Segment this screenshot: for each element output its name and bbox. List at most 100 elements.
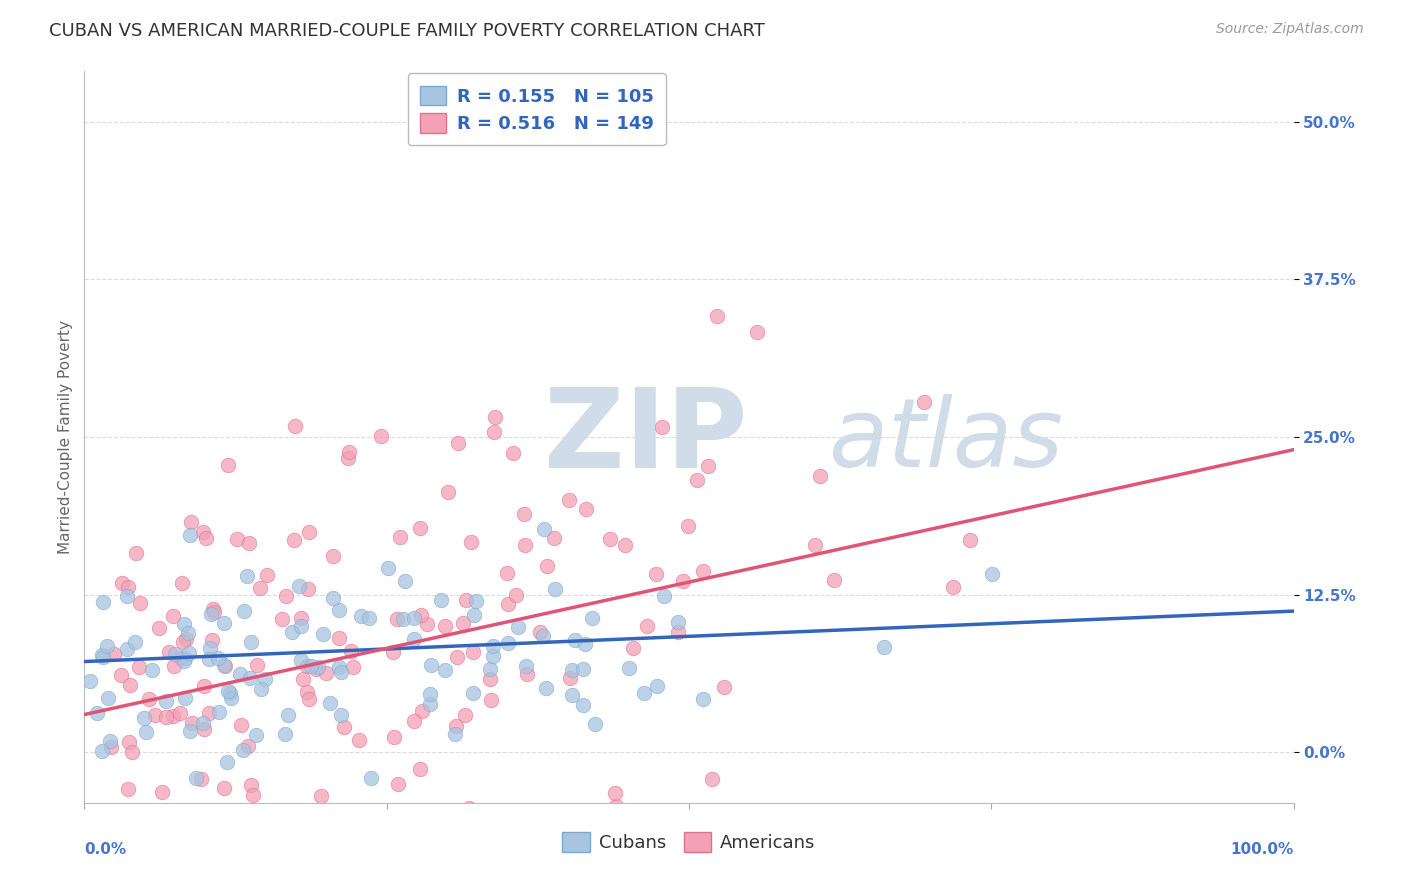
Point <box>290 610 312 624</box>
Point <box>360 771 382 785</box>
Point <box>482 639 505 653</box>
Point <box>181 808 204 822</box>
Point <box>117 589 139 603</box>
Point <box>162 708 184 723</box>
Point <box>193 808 215 822</box>
Legend: Cubans, Americans: Cubans, Americans <box>555 825 823 860</box>
Point <box>104 808 127 822</box>
Point <box>173 654 195 668</box>
Point <box>184 771 207 785</box>
Point <box>583 716 606 731</box>
Point <box>86 706 108 720</box>
Point <box>322 591 344 606</box>
Point <box>484 410 506 425</box>
Point <box>561 689 583 703</box>
Point <box>239 808 262 822</box>
Point <box>329 665 352 679</box>
Point <box>617 661 640 675</box>
Point <box>419 697 441 711</box>
Point <box>207 650 229 665</box>
Point <box>676 518 699 533</box>
Point <box>543 532 565 546</box>
Y-axis label: Married-Couple Family Poverty: Married-Couple Family Poverty <box>58 320 73 554</box>
Point <box>408 521 430 535</box>
Point <box>191 525 214 540</box>
Point <box>382 645 405 659</box>
Point <box>162 608 184 623</box>
Point <box>330 708 353 723</box>
Point <box>942 580 965 594</box>
Point <box>138 691 160 706</box>
Point <box>479 662 502 676</box>
Point <box>79 674 101 689</box>
Point <box>534 681 557 695</box>
Point <box>276 808 298 822</box>
Point <box>277 707 299 722</box>
Point <box>274 727 297 741</box>
Point <box>163 659 186 673</box>
Point <box>250 681 273 696</box>
Point <box>214 781 236 796</box>
Point <box>572 662 595 676</box>
Point <box>143 708 166 723</box>
Point <box>169 706 191 720</box>
Point <box>433 618 456 632</box>
Point <box>516 666 538 681</box>
Point <box>392 611 415 625</box>
Point <box>198 652 221 666</box>
Point <box>124 635 146 649</box>
Point <box>280 624 302 639</box>
Point <box>174 651 197 665</box>
Point <box>239 671 262 685</box>
Point <box>238 536 260 550</box>
Text: 100.0%: 100.0% <box>1230 842 1294 856</box>
Point <box>299 659 322 673</box>
Point <box>636 619 658 633</box>
Point <box>605 798 627 813</box>
Point <box>328 603 350 617</box>
Point <box>273 808 295 822</box>
Point <box>110 668 132 682</box>
Point <box>328 631 350 645</box>
Point <box>347 733 370 747</box>
Point <box>157 644 180 658</box>
Point <box>305 662 328 676</box>
Point <box>434 663 457 677</box>
Point <box>479 692 502 706</box>
Point <box>240 635 263 649</box>
Point <box>437 485 460 500</box>
Point <box>558 493 581 508</box>
Point <box>208 705 231 719</box>
Point <box>215 755 238 769</box>
Point <box>288 579 311 593</box>
Point <box>572 698 595 713</box>
Point <box>456 592 478 607</box>
Point <box>276 590 298 604</box>
Point <box>315 666 337 681</box>
Point <box>614 538 637 552</box>
Point <box>132 710 155 724</box>
Point <box>430 593 453 607</box>
Point <box>129 596 152 610</box>
Point <box>633 686 655 700</box>
Text: Source: ZipAtlas.com: Source: ZipAtlas.com <box>1216 22 1364 37</box>
Point <box>77 808 100 822</box>
Point <box>319 696 342 710</box>
Point <box>111 575 134 590</box>
Text: ZIP: ZIP <box>544 384 747 491</box>
Point <box>173 617 195 632</box>
Point <box>478 673 501 687</box>
Point <box>388 530 411 544</box>
Point <box>686 474 709 488</box>
Point <box>297 659 319 673</box>
Point <box>558 671 581 685</box>
Point <box>226 532 249 546</box>
Point <box>461 645 484 659</box>
Point <box>692 564 714 578</box>
Point <box>419 658 441 673</box>
Point <box>290 653 312 667</box>
Point <box>153 808 176 822</box>
Point <box>202 602 225 616</box>
Point <box>117 782 139 797</box>
Point <box>823 574 845 588</box>
